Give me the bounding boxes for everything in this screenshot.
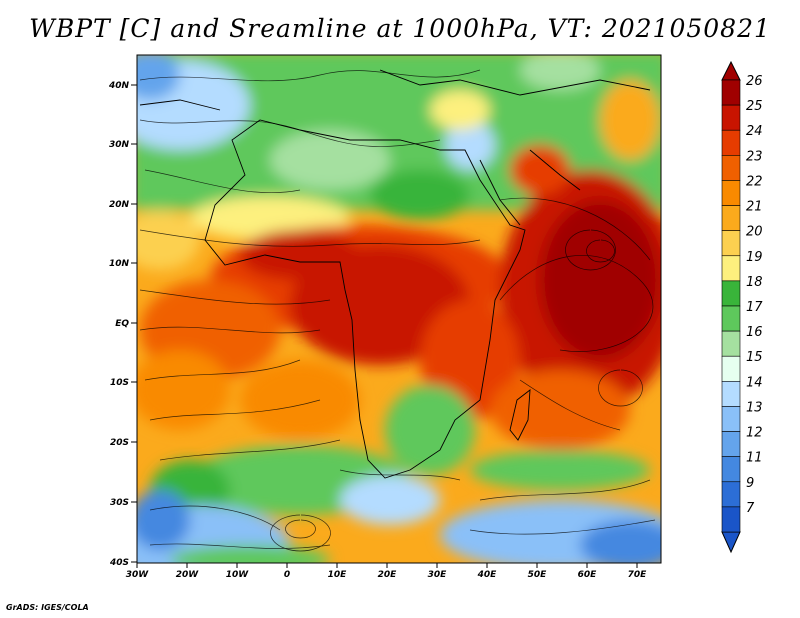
- lat-label: EQ: [115, 319, 129, 329]
- colorbar-label: 24: [746, 124, 763, 139]
- credit-text: GrADS: IGES/COLA: [6, 603, 89, 612]
- colorbar-label: 25: [746, 99, 763, 114]
- lon-label: 30W: [126, 570, 150, 580]
- colorbar-swatch: [721, 305, 741, 332]
- colorbar-swatch: [721, 104, 741, 131]
- colorbar-swatch: [721, 406, 741, 432]
- map-frame: [136, 54, 662, 564]
- colorbar-label: 21: [746, 200, 763, 215]
- colorbar-swatch: [721, 230, 741, 257]
- lon-label: 40E: [477, 570, 498, 580]
- lon-label: 10W: [226, 570, 250, 580]
- colorbar-label: 26: [746, 74, 763, 89]
- lon-label: 10E: [328, 570, 348, 580]
- colorbar-swatch: [721, 330, 741, 357]
- colorbar-label: 17: [746, 300, 763, 315]
- lat-label: 40S: [109, 558, 129, 568]
- colorbar-label: 7: [746, 501, 755, 516]
- colorbar-swatch: [721, 355, 741, 382]
- colorbar-label: 18: [746, 275, 763, 290]
- colorbar-label: 11: [746, 451, 763, 466]
- lat-label: 10S: [110, 378, 129, 388]
- colorbar-label: 20: [746, 225, 763, 240]
- colorbar-label: 22: [746, 174, 763, 189]
- colorbar-label: 23: [746, 149, 763, 164]
- streamlines: [139, 69, 656, 552]
- lat-label: 30N: [109, 140, 130, 150]
- lon-label: 50E: [528, 570, 548, 580]
- colorbar-label: 13: [746, 400, 763, 415]
- colorbar-label: 14: [746, 375, 763, 390]
- longitude-axis: 30W 20W 10W 0 10E 20E 30E 40E 50E 60E 70…: [126, 563, 647, 580]
- lat-label: 40N: [108, 81, 130, 91]
- colorbar-label: 19: [746, 250, 763, 265]
- lat-label: 20S: [110, 438, 129, 448]
- colorbar-swatch: [721, 155, 741, 181]
- lon-label: 0: [284, 570, 290, 580]
- lat-label: 20N: [109, 200, 130, 210]
- colorbar-swatch: [721, 79, 741, 106]
- lon-label: 60E: [578, 570, 598, 580]
- colorbar-swatch: [721, 129, 741, 156]
- colorbar-min-arrow: [721, 531, 741, 554]
- lat-label: 30S: [110, 498, 129, 508]
- colorbar-label: 9: [746, 476, 754, 491]
- colorbar-swatch: [721, 456, 741, 483]
- colorbar-label: 12: [746, 426, 763, 441]
- colorbar-swatch: [721, 255, 741, 282]
- lon-label: 70E: [628, 570, 648, 580]
- colorbar-swatch: [721, 205, 741, 231]
- colorbar-swatch: [721, 481, 741, 508]
- lon-label: 30E: [428, 570, 448, 580]
- latitude-axis: 40N 30N 20N 10N EQ 10S 20S 30S 40S: [108, 81, 137, 568]
- colorbar-swatch: [721, 180, 741, 206]
- lon-label: 20E: [378, 570, 398, 580]
- lat-label: 10N: [109, 259, 130, 269]
- chart-title: WBPT [C] and Sreamline at 1000hPa, VT: 2…: [29, 14, 771, 43]
- colorbar-max-arrow: [721, 60, 741, 81]
- colorbar-swatch: [721, 381, 741, 407]
- coastlines: [139, 69, 651, 479]
- wbpt-field: [137, 55, 661, 563]
- colorbar-swatch: [721, 506, 741, 533]
- colorbar: 26 25 24 23 22 21 20 19 18 17 16 15 14 13 12 11 9 7: [721, 60, 763, 554]
- colorbar-swatch: [721, 431, 741, 457]
- colorbar-swatch: [721, 280, 741, 307]
- lon-label: 20W: [176, 570, 200, 580]
- colorbar-label: 16: [746, 325, 763, 340]
- colorbar-label: 15: [746, 350, 763, 365]
